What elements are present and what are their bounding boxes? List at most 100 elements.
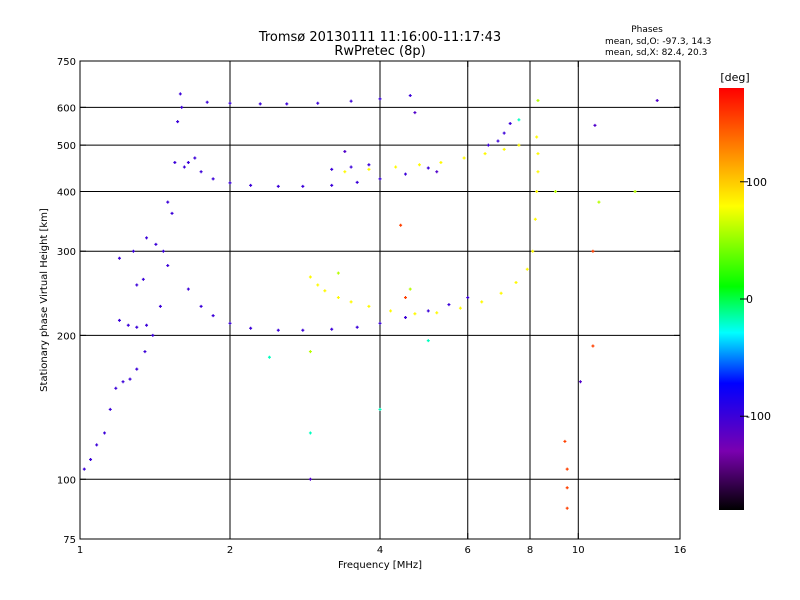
data-point <box>141 277 145 281</box>
data-point <box>343 170 347 174</box>
data-point <box>531 249 535 253</box>
colorbar-unit-label: [deg] <box>720 71 749 84</box>
data-point <box>408 287 412 291</box>
phases-heading: Phases <box>631 25 663 35</box>
data-point <box>135 325 139 329</box>
data-point <box>117 318 121 322</box>
data-point <box>499 291 503 295</box>
data-point <box>462 156 466 160</box>
data-point <box>316 101 320 105</box>
y-tick-label: 400 <box>57 187 76 198</box>
data-point <box>447 303 451 307</box>
data-point <box>502 131 506 135</box>
data-point <box>211 314 215 318</box>
data-point <box>301 184 305 188</box>
data-point <box>496 139 500 143</box>
data-point <box>403 315 407 319</box>
data-point <box>308 350 312 354</box>
data-point <box>597 200 601 204</box>
data-point <box>565 506 569 510</box>
x-tick-label: 8 <box>527 545 533 556</box>
data-point <box>480 300 484 304</box>
data-point <box>535 135 539 139</box>
data-point <box>536 170 540 174</box>
y-axis-label: Stationary phase Virtual Height [km] <box>39 208 50 392</box>
x-tick-label: 16 <box>674 545 687 556</box>
data-point <box>249 183 253 187</box>
data-point <box>367 163 371 167</box>
data-point <box>514 281 518 285</box>
chart-subtitle: RwPretec (8p) <box>334 44 425 59</box>
data-point <box>166 264 170 268</box>
data-point <box>166 200 170 204</box>
data-point <box>466 296 470 300</box>
data-point <box>301 328 305 332</box>
y-tick-label: 600 <box>57 103 76 114</box>
data-point <box>486 143 490 147</box>
data-point <box>228 321 232 325</box>
x-tick-label: 4 <box>377 545 383 556</box>
data-point <box>408 94 412 98</box>
data-point <box>114 386 118 390</box>
data-point <box>578 380 582 384</box>
data-point <box>131 249 135 253</box>
data-point <box>565 486 569 490</box>
data-point <box>158 304 162 308</box>
data-point <box>193 156 197 160</box>
data-point <box>267 355 271 359</box>
data-point <box>593 123 597 127</box>
y-tick-label: 750 <box>57 57 76 68</box>
data-point <box>483 152 487 156</box>
data-point <box>343 149 347 153</box>
data-point <box>633 189 637 193</box>
data-point <box>316 283 320 287</box>
y-tick-label: 500 <box>57 141 76 152</box>
data-point <box>186 287 190 291</box>
data-point <box>426 166 430 170</box>
y-axis-ticks: 75 100 200 300 400 500 600 750 <box>57 57 680 546</box>
data-point <box>394 165 398 169</box>
data-point <box>399 223 403 227</box>
x-tick-label: 10 <box>572 545 585 556</box>
data-point <box>95 443 99 447</box>
data-point <box>228 181 232 185</box>
data-point <box>525 267 529 271</box>
data-point <box>536 152 540 156</box>
data-point <box>426 309 430 313</box>
data-point <box>108 407 112 411</box>
data-point <box>413 111 417 115</box>
data-point <box>276 328 280 332</box>
data-point <box>121 380 125 384</box>
data-point <box>178 92 182 96</box>
data-points <box>82 92 659 510</box>
data-point <box>563 439 567 443</box>
y-tick-label: 75 <box>63 535 76 546</box>
data-point <box>199 170 203 174</box>
data-point <box>336 296 340 300</box>
data-point <box>117 256 121 260</box>
chart-title: Tromsø 20130111 11:16:00-11:17:43 <box>258 30 501 45</box>
data-point <box>182 165 186 169</box>
data-point <box>330 183 334 187</box>
data-point <box>126 323 130 327</box>
colorbar-tick-label: 0 <box>746 293 753 306</box>
data-point <box>285 102 289 106</box>
data-point <box>355 325 359 329</box>
data-point <box>349 165 353 169</box>
data-point <box>135 283 139 287</box>
data-point <box>145 236 149 240</box>
data-point <box>180 105 184 109</box>
data-point <box>367 167 371 171</box>
data-point <box>161 249 165 253</box>
data-point <box>426 339 430 343</box>
x-tick-label: 1 <box>77 545 83 556</box>
data-point <box>128 377 132 381</box>
data-point <box>517 143 521 147</box>
x-axis-label: Frequency [MHz] <box>338 560 422 571</box>
data-point <box>565 467 569 471</box>
data-point <box>403 172 407 176</box>
data-point <box>508 122 512 126</box>
data-point <box>276 184 280 188</box>
data-point <box>378 177 382 181</box>
